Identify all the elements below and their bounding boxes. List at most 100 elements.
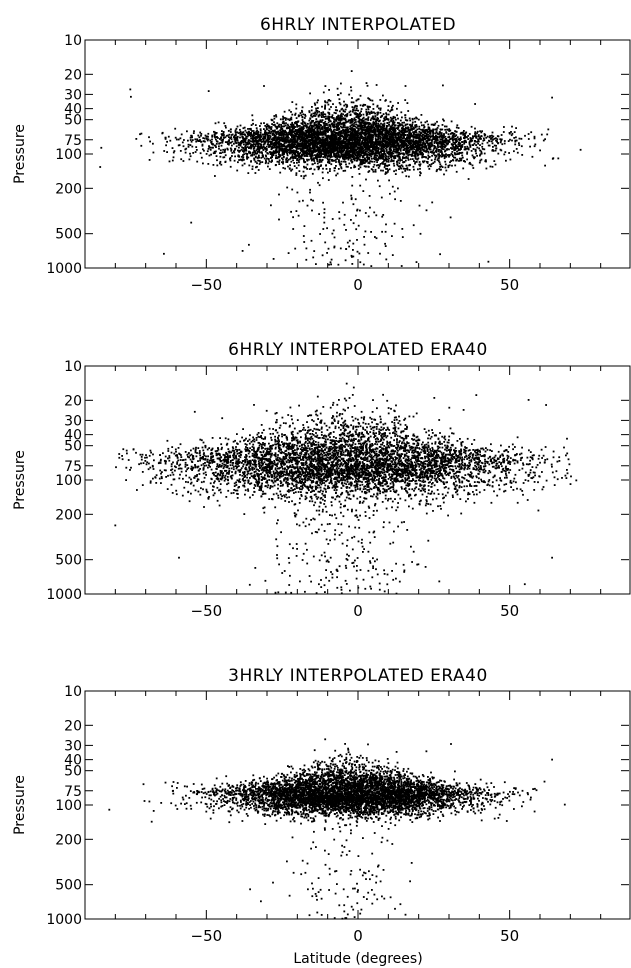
data-point bbox=[454, 156, 457, 159]
data-point bbox=[343, 147, 346, 150]
data-point bbox=[262, 139, 265, 142]
data-point bbox=[359, 154, 362, 156]
data-point bbox=[337, 94, 340, 96]
data-point bbox=[333, 148, 335, 150]
data-point bbox=[230, 128, 232, 131]
data-point bbox=[276, 122, 279, 125]
data-point bbox=[338, 149, 341, 152]
data-point bbox=[234, 155, 236, 158]
data-point bbox=[152, 151, 155, 154]
data-point bbox=[337, 128, 340, 130]
data-point bbox=[455, 139, 457, 142]
data-point bbox=[294, 129, 297, 131]
data-point bbox=[262, 136, 265, 138]
data-point bbox=[275, 133, 278, 135]
data-point bbox=[422, 133, 425, 136]
data-point bbox=[383, 166, 386, 169]
data-point bbox=[379, 150, 382, 153]
data-point bbox=[421, 144, 423, 147]
data-point bbox=[288, 126, 291, 129]
data-point bbox=[343, 155, 346, 158]
data-point bbox=[272, 143, 274, 145]
data-point bbox=[356, 136, 359, 139]
data-point bbox=[264, 129, 266, 132]
data-point bbox=[390, 135, 392, 138]
data-point bbox=[332, 149, 335, 152]
data-point bbox=[406, 168, 409, 171]
data-point bbox=[453, 141, 456, 144]
data-point bbox=[174, 127, 177, 130]
data-point bbox=[365, 153, 368, 156]
data-point bbox=[351, 134, 354, 137]
data-point bbox=[374, 145, 376, 148]
data-point bbox=[378, 155, 381, 158]
data-point bbox=[286, 139, 289, 141]
data-point bbox=[239, 133, 242, 136]
data-point bbox=[390, 158, 393, 161]
data-point bbox=[460, 145, 462, 148]
data-point bbox=[253, 159, 256, 161]
data-point bbox=[330, 106, 332, 108]
data-point bbox=[277, 153, 280, 155]
data-point bbox=[267, 137, 269, 140]
data-point bbox=[491, 131, 494, 134]
data-point bbox=[233, 142, 235, 145]
data-point bbox=[340, 108, 343, 111]
data-point bbox=[279, 118, 282, 121]
data-point bbox=[530, 131, 533, 134]
data-point bbox=[472, 148, 475, 150]
data-point bbox=[314, 111, 316, 114]
data-point bbox=[307, 136, 310, 139]
data-point bbox=[458, 145, 461, 147]
data-point bbox=[423, 156, 426, 158]
data-point bbox=[421, 147, 423, 149]
data-point bbox=[377, 152, 380, 155]
data-point bbox=[428, 156, 431, 159]
data-point bbox=[405, 155, 408, 158]
data-point bbox=[313, 150, 316, 153]
data-point bbox=[396, 137, 399, 140]
data-point bbox=[394, 129, 396, 132]
data-point bbox=[317, 107, 319, 109]
data-point bbox=[312, 132, 315, 135]
data-point bbox=[471, 154, 474, 157]
data-point bbox=[383, 137, 386, 140]
data-point bbox=[415, 137, 418, 140]
data-point bbox=[161, 132, 164, 135]
data-point bbox=[285, 117, 288, 120]
data-point bbox=[326, 157, 329, 159]
data-point bbox=[414, 141, 417, 144]
data-point bbox=[220, 144, 223, 147]
data-point bbox=[269, 136, 271, 139]
data-point bbox=[213, 150, 216, 153]
data-point bbox=[325, 168, 328, 170]
data-point bbox=[352, 128, 355, 130]
data-point bbox=[292, 134, 294, 136]
data-point bbox=[336, 133, 339, 135]
data-point bbox=[431, 154, 433, 157]
data-point bbox=[313, 134, 316, 137]
data-point bbox=[171, 159, 174, 162]
data-point bbox=[383, 117, 385, 120]
data-point bbox=[248, 142, 251, 145]
data-point bbox=[441, 152, 444, 155]
data-point bbox=[349, 133, 352, 136]
data-point bbox=[345, 114, 347, 116]
data-point bbox=[365, 142, 368, 145]
data-point bbox=[219, 142, 222, 144]
data-point bbox=[424, 142, 427, 145]
data-point bbox=[340, 112, 343, 115]
data-point bbox=[441, 155, 444, 158]
data-point bbox=[411, 128, 413, 130]
data-point bbox=[345, 136, 348, 139]
data-point bbox=[432, 137, 434, 140]
data-point bbox=[336, 148, 338, 150]
data-point bbox=[168, 160, 171, 163]
data-point bbox=[264, 142, 266, 145]
data-point bbox=[308, 146, 311, 148]
data-point bbox=[363, 154, 366, 157]
data-point bbox=[320, 121, 323, 123]
data-point bbox=[271, 119, 273, 122]
data-point bbox=[332, 103, 334, 105]
data-point bbox=[410, 153, 412, 156]
